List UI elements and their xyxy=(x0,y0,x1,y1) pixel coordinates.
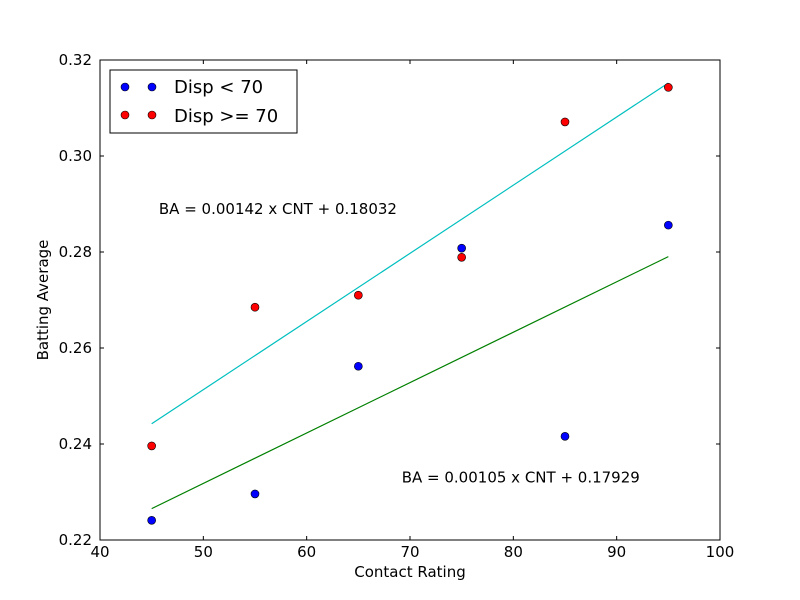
data-point-s0-1 xyxy=(250,489,260,499)
x-tick-label-1: 50 xyxy=(194,543,213,561)
fit-lines xyxy=(151,82,669,510)
data-point-s1-4 xyxy=(560,117,570,127)
data-point-s1-0 xyxy=(147,441,156,451)
data-point-s1-3 xyxy=(457,252,466,262)
data-point-s0-4 xyxy=(560,432,570,441)
y-axis-label: Batting Average xyxy=(34,240,52,361)
x-tick-label-6: 100 xyxy=(706,543,735,561)
data-point-s1-1 xyxy=(250,302,260,312)
legend-marker-disp-ge-70-a xyxy=(120,110,130,120)
data-point-s0-3 xyxy=(457,243,466,253)
data-points xyxy=(147,83,673,525)
x-tick-label-5: 90 xyxy=(607,543,626,561)
data-point-s1-2 xyxy=(354,290,363,300)
data-point-s0-2 xyxy=(354,361,363,371)
legend-marker-disp-ge-70-b xyxy=(147,110,157,120)
legend-marker-disp-lt-70-a xyxy=(120,82,130,92)
data-point-s1-5 xyxy=(664,83,673,92)
y-tick-label-5: 0.32 xyxy=(59,51,92,69)
axis-ticks: 40 50 60 70 80 90 100 0.22 0.24 0.26 0.28 0.30 0.32 xyxy=(59,51,735,561)
x-tick-label-3: 70 xyxy=(400,543,419,561)
y-tick-label-2: 0.26 xyxy=(59,339,92,357)
y-tick-label-3: 0.28 xyxy=(59,243,92,261)
data-point-s0-5 xyxy=(664,220,673,230)
legend-marker-disp-lt-70-b xyxy=(147,82,157,92)
fit-line-1 xyxy=(151,256,669,510)
fit-line-0 xyxy=(151,82,669,425)
x-tick-label-4: 80 xyxy=(504,543,523,561)
y-tick-label-0: 0.22 xyxy=(59,531,92,549)
x-tick-label-2: 60 xyxy=(297,543,316,561)
y-tick-label-4: 0.30 xyxy=(59,147,92,165)
regression-equation-0: BA = 0.00142 x CNT + 0.18032 xyxy=(159,200,397,218)
legend-label-disp-lt-70: Disp < 70 xyxy=(174,77,263,98)
data-point-s0-0 xyxy=(147,516,156,525)
annotations: BA = 0.00142 x CNT + 0.18032 BA = 0.00105… xyxy=(159,200,640,487)
legend-label-disp-ge-70: Disp >= 70 xyxy=(174,106,278,127)
x-axis-label: Contact Rating xyxy=(354,563,466,581)
regression-equation-1: BA = 0.00105 x CNT + 0.17929 xyxy=(402,469,640,487)
legend-box xyxy=(109,69,298,134)
y-tick-label-1: 0.24 xyxy=(59,435,92,453)
legend: Disp < 70 Disp >= 70 xyxy=(109,69,298,134)
x-tick-label-0: 40 xyxy=(90,543,109,561)
